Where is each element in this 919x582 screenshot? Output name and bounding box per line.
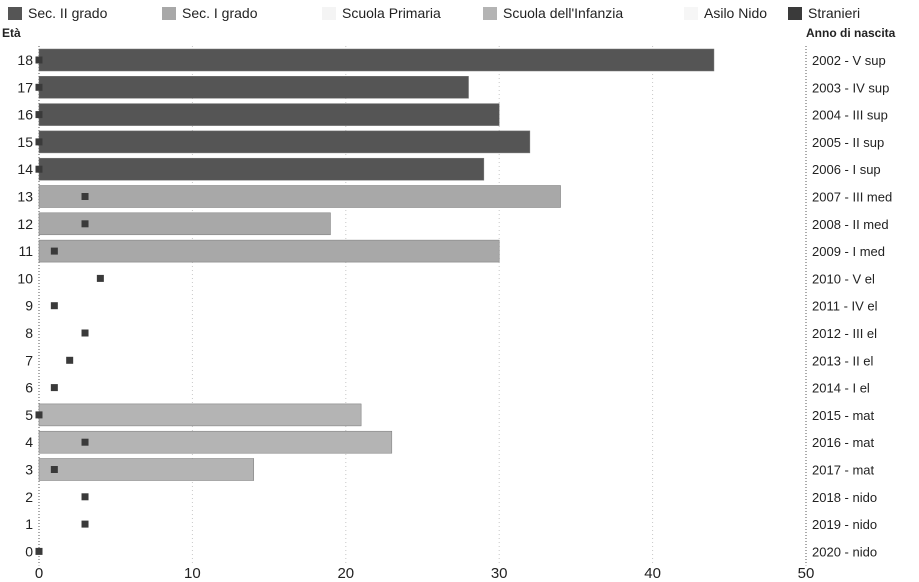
stranieri-marker	[35, 138, 43, 146]
age-tick-label: 8	[25, 325, 33, 341]
bar	[38, 130, 531, 154]
bar	[38, 76, 469, 99]
stranieri-marker	[50, 384, 58, 392]
bar	[38, 185, 561, 208]
bar	[38, 403, 362, 427]
stranieri-marker	[66, 356, 74, 364]
stranieri-marker	[81, 193, 89, 200]
legend-item-scuola-primaria: Scuola Primaria	[322, 4, 441, 22]
left-axis-title: Età	[2, 26, 21, 40]
legend-swatch-scuola-primaria	[322, 7, 336, 20]
age-tick-label: 16	[17, 107, 33, 123]
age-tick-label: 13	[17, 189, 33, 205]
legend-label-sec-i-grado: Sec. I grado	[182, 5, 258, 21]
legend-swatch-asilo-nido	[684, 7, 698, 20]
legend-swatch-scuola-infanzia	[483, 7, 497, 20]
age-tick-label: 6	[25, 380, 33, 396]
age-tick-label: 15	[17, 134, 33, 150]
birth-year-label: 2008 - II med	[812, 217, 889, 232]
bar	[38, 48, 715, 72]
stranieri-marker	[81, 329, 89, 337]
x-tick-label: 50	[798, 565, 815, 582]
birth-year-label: 2020 - nido	[812, 544, 877, 559]
x-tick-label: 0	[35, 565, 43, 582]
stranieri-marker	[50, 466, 58, 473]
age-tick-label: 14	[17, 161, 33, 177]
age-tick-label: 4	[25, 434, 33, 450]
birth-year-label: 2011 - IV el	[812, 299, 878, 314]
birth-year-label: 2013 - II el	[812, 353, 874, 368]
legend-item-scuola-infanzia: Scuola dell'Infanzia	[483, 4, 623, 22]
x-tick-label: 10	[184, 565, 201, 582]
legend-label-scuola-infanzia: Scuola dell'Infanzia	[503, 5, 624, 21]
legend-label-scuola-primaria: Scuola Primaria	[342, 5, 441, 21]
stranieri-marker	[50, 247, 58, 255]
stranieri-marker	[96, 274, 104, 282]
legend: Sec. II grado Sec. I grado Scuola Primar…	[0, 2, 919, 24]
stranieri-marker	[35, 165, 43, 173]
legend-item-sec-i-grado: Sec. I grado	[162, 4, 258, 22]
legend-swatch-sec-i-grado	[162, 7, 176, 20]
age-tick-label: 11	[18, 243, 33, 259]
birth-year-label: 2004 - III sup	[812, 108, 888, 123]
stranieri-marker	[35, 547, 43, 555]
legend-swatch-stranieri	[788, 7, 802, 20]
birth-year-label: 2003 - IV sup	[812, 80, 889, 95]
birth-year-label: 2016 - mat	[812, 435, 875, 450]
right-axis-title: Anno di nascita	[806, 26, 896, 40]
birth-year-label: 2012 - III el	[812, 326, 877, 341]
stranieri-marker	[81, 220, 89, 228]
birth-year-label: 2014 - I el	[812, 381, 870, 396]
legend-label-asilo-nido: Asilo Nido	[704, 5, 768, 21]
stranieri-marker	[81, 438, 89, 446]
age-tick-label: 17	[17, 79, 33, 95]
stranieri-marker	[50, 302, 58, 310]
legend-item-stranieri: Stranieri	[788, 4, 860, 22]
birth-year-label: 2015 - mat	[812, 408, 875, 423]
legend-item-asilo-nido: Asilo Nido	[684, 4, 767, 22]
age-tick-label: 3	[25, 462, 33, 478]
age-tick-label: 2	[25, 489, 33, 505]
birth-year-label: 2007 - III med	[812, 190, 892, 205]
birth-year-label: 2010 - V el	[812, 271, 875, 286]
legend-label-sec-ii-grado: Sec. II grado	[28, 5, 108, 21]
bar	[38, 212, 331, 236]
legend-item-sec-ii-grado: Sec. II grado	[8, 4, 107, 22]
stranieri-marker	[35, 83, 43, 91]
x-tick-label: 30	[491, 565, 508, 582]
stranieri-marker	[35, 56, 43, 64]
birth-year-label: 2018 - nido	[812, 490, 877, 505]
birth-year-label: 2019 - nido	[812, 517, 877, 532]
birth-year-label: 2017 - mat	[812, 463, 875, 478]
age-tick-label: 18	[17, 52, 33, 68]
age-tick-label: 0	[25, 543, 33, 559]
stranieri-marker	[35, 111, 43, 119]
legend-swatch-sec-ii-grado	[8, 7, 22, 20]
x-tick-label: 20	[337, 565, 354, 582]
bar	[38, 430, 393, 454]
age-tick-label: 10	[17, 270, 33, 286]
bar	[38, 157, 485, 181]
x-tick-label: 40	[644, 565, 661, 582]
birth-year-label: 2006 - I sup	[812, 162, 881, 177]
birth-year-label: 2009 - I med	[812, 244, 885, 259]
legend-label-stranieri: Stranieri	[808, 5, 861, 21]
bar	[38, 239, 500, 263]
stranieri-marker	[81, 493, 89, 501]
age-tick-label: 9	[25, 298, 33, 314]
stranieri-marker	[81, 520, 89, 528]
bar	[38, 103, 500, 126]
stranieri-marker	[35, 411, 43, 419]
age-tick-label: 1	[25, 516, 33, 532]
age-tick-label: 5	[25, 407, 33, 423]
birth-year-label: 2002 - V sup	[812, 53, 886, 68]
age-tick-label: 12	[17, 216, 33, 232]
bar	[38, 458, 255, 481]
birth-year-label: 2005 - II sup	[812, 135, 884, 150]
age-tick-label: 7	[25, 352, 33, 368]
